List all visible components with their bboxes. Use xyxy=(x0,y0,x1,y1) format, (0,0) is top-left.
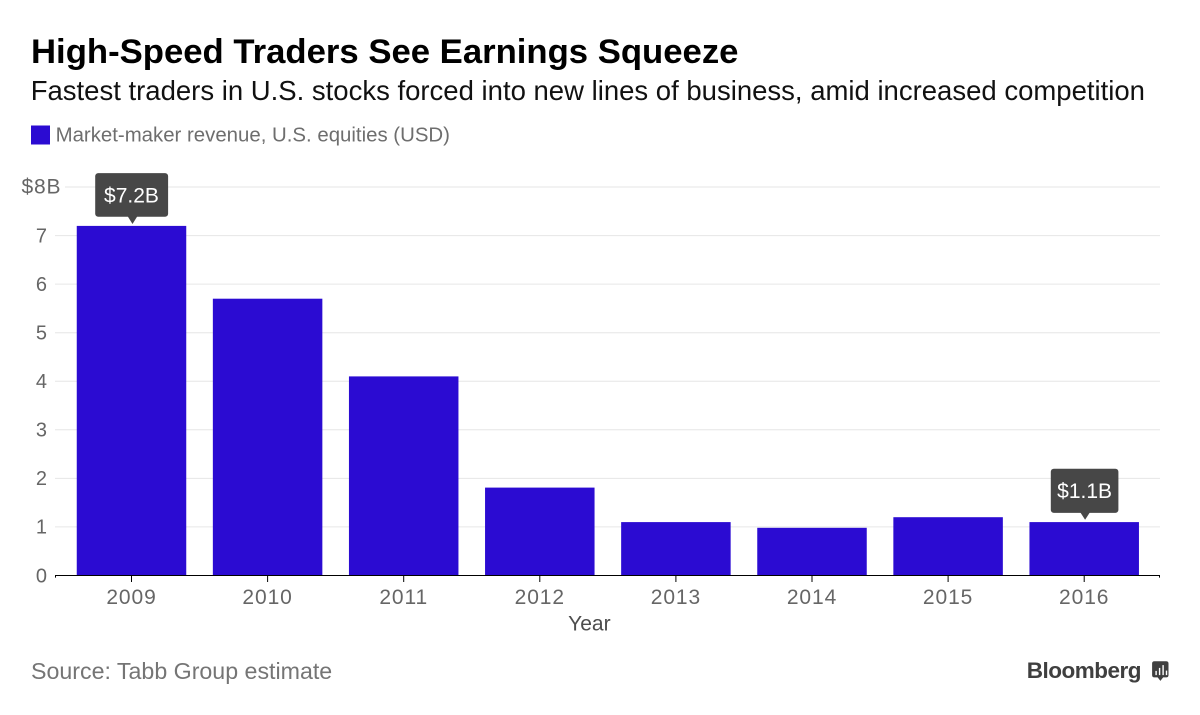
svg-text:2016: 2016 xyxy=(1059,586,1109,609)
svg-text:2010: 2010 xyxy=(242,586,292,609)
svg-text:Source: Tabb Group estimate: Source: Tabb Group estimate xyxy=(31,658,332,684)
svg-text:Year: Year xyxy=(568,612,610,635)
svg-text:$8B: $8B xyxy=(22,176,62,199)
svg-text:3: 3 xyxy=(36,420,47,442)
svg-text:$1.1B: $1.1B xyxy=(1057,480,1112,503)
svg-text:$7.2B: $7.2B xyxy=(104,184,159,207)
svg-text:2: 2 xyxy=(36,468,47,490)
svg-text:6: 6 xyxy=(36,274,47,296)
svg-text:Bloomberg: Bloomberg xyxy=(1027,658,1141,683)
svg-text:2011: 2011 xyxy=(379,586,428,609)
svg-text:4: 4 xyxy=(36,371,47,393)
svg-text:5: 5 xyxy=(36,322,47,344)
svg-text:High-Speed Traders See Earning: High-Speed Traders See Earnings Squeeze xyxy=(31,33,738,71)
svg-text:2015: 2015 xyxy=(923,586,973,609)
svg-text:1: 1 xyxy=(36,517,47,539)
svg-text:2014: 2014 xyxy=(787,586,837,609)
svg-text:0: 0 xyxy=(36,565,47,587)
svg-text:2013: 2013 xyxy=(651,586,701,609)
svg-text:7: 7 xyxy=(36,225,47,247)
svg-text:Market-maker revenue, U.S. equ: Market-maker revenue, U.S. equities (USD… xyxy=(56,124,450,146)
svg-text:2009: 2009 xyxy=(106,586,156,609)
svg-text:Fastest traders in U.S. stocks: Fastest traders in U.S. stocks forced in… xyxy=(31,75,1145,106)
svg-text:2012: 2012 xyxy=(515,586,565,609)
